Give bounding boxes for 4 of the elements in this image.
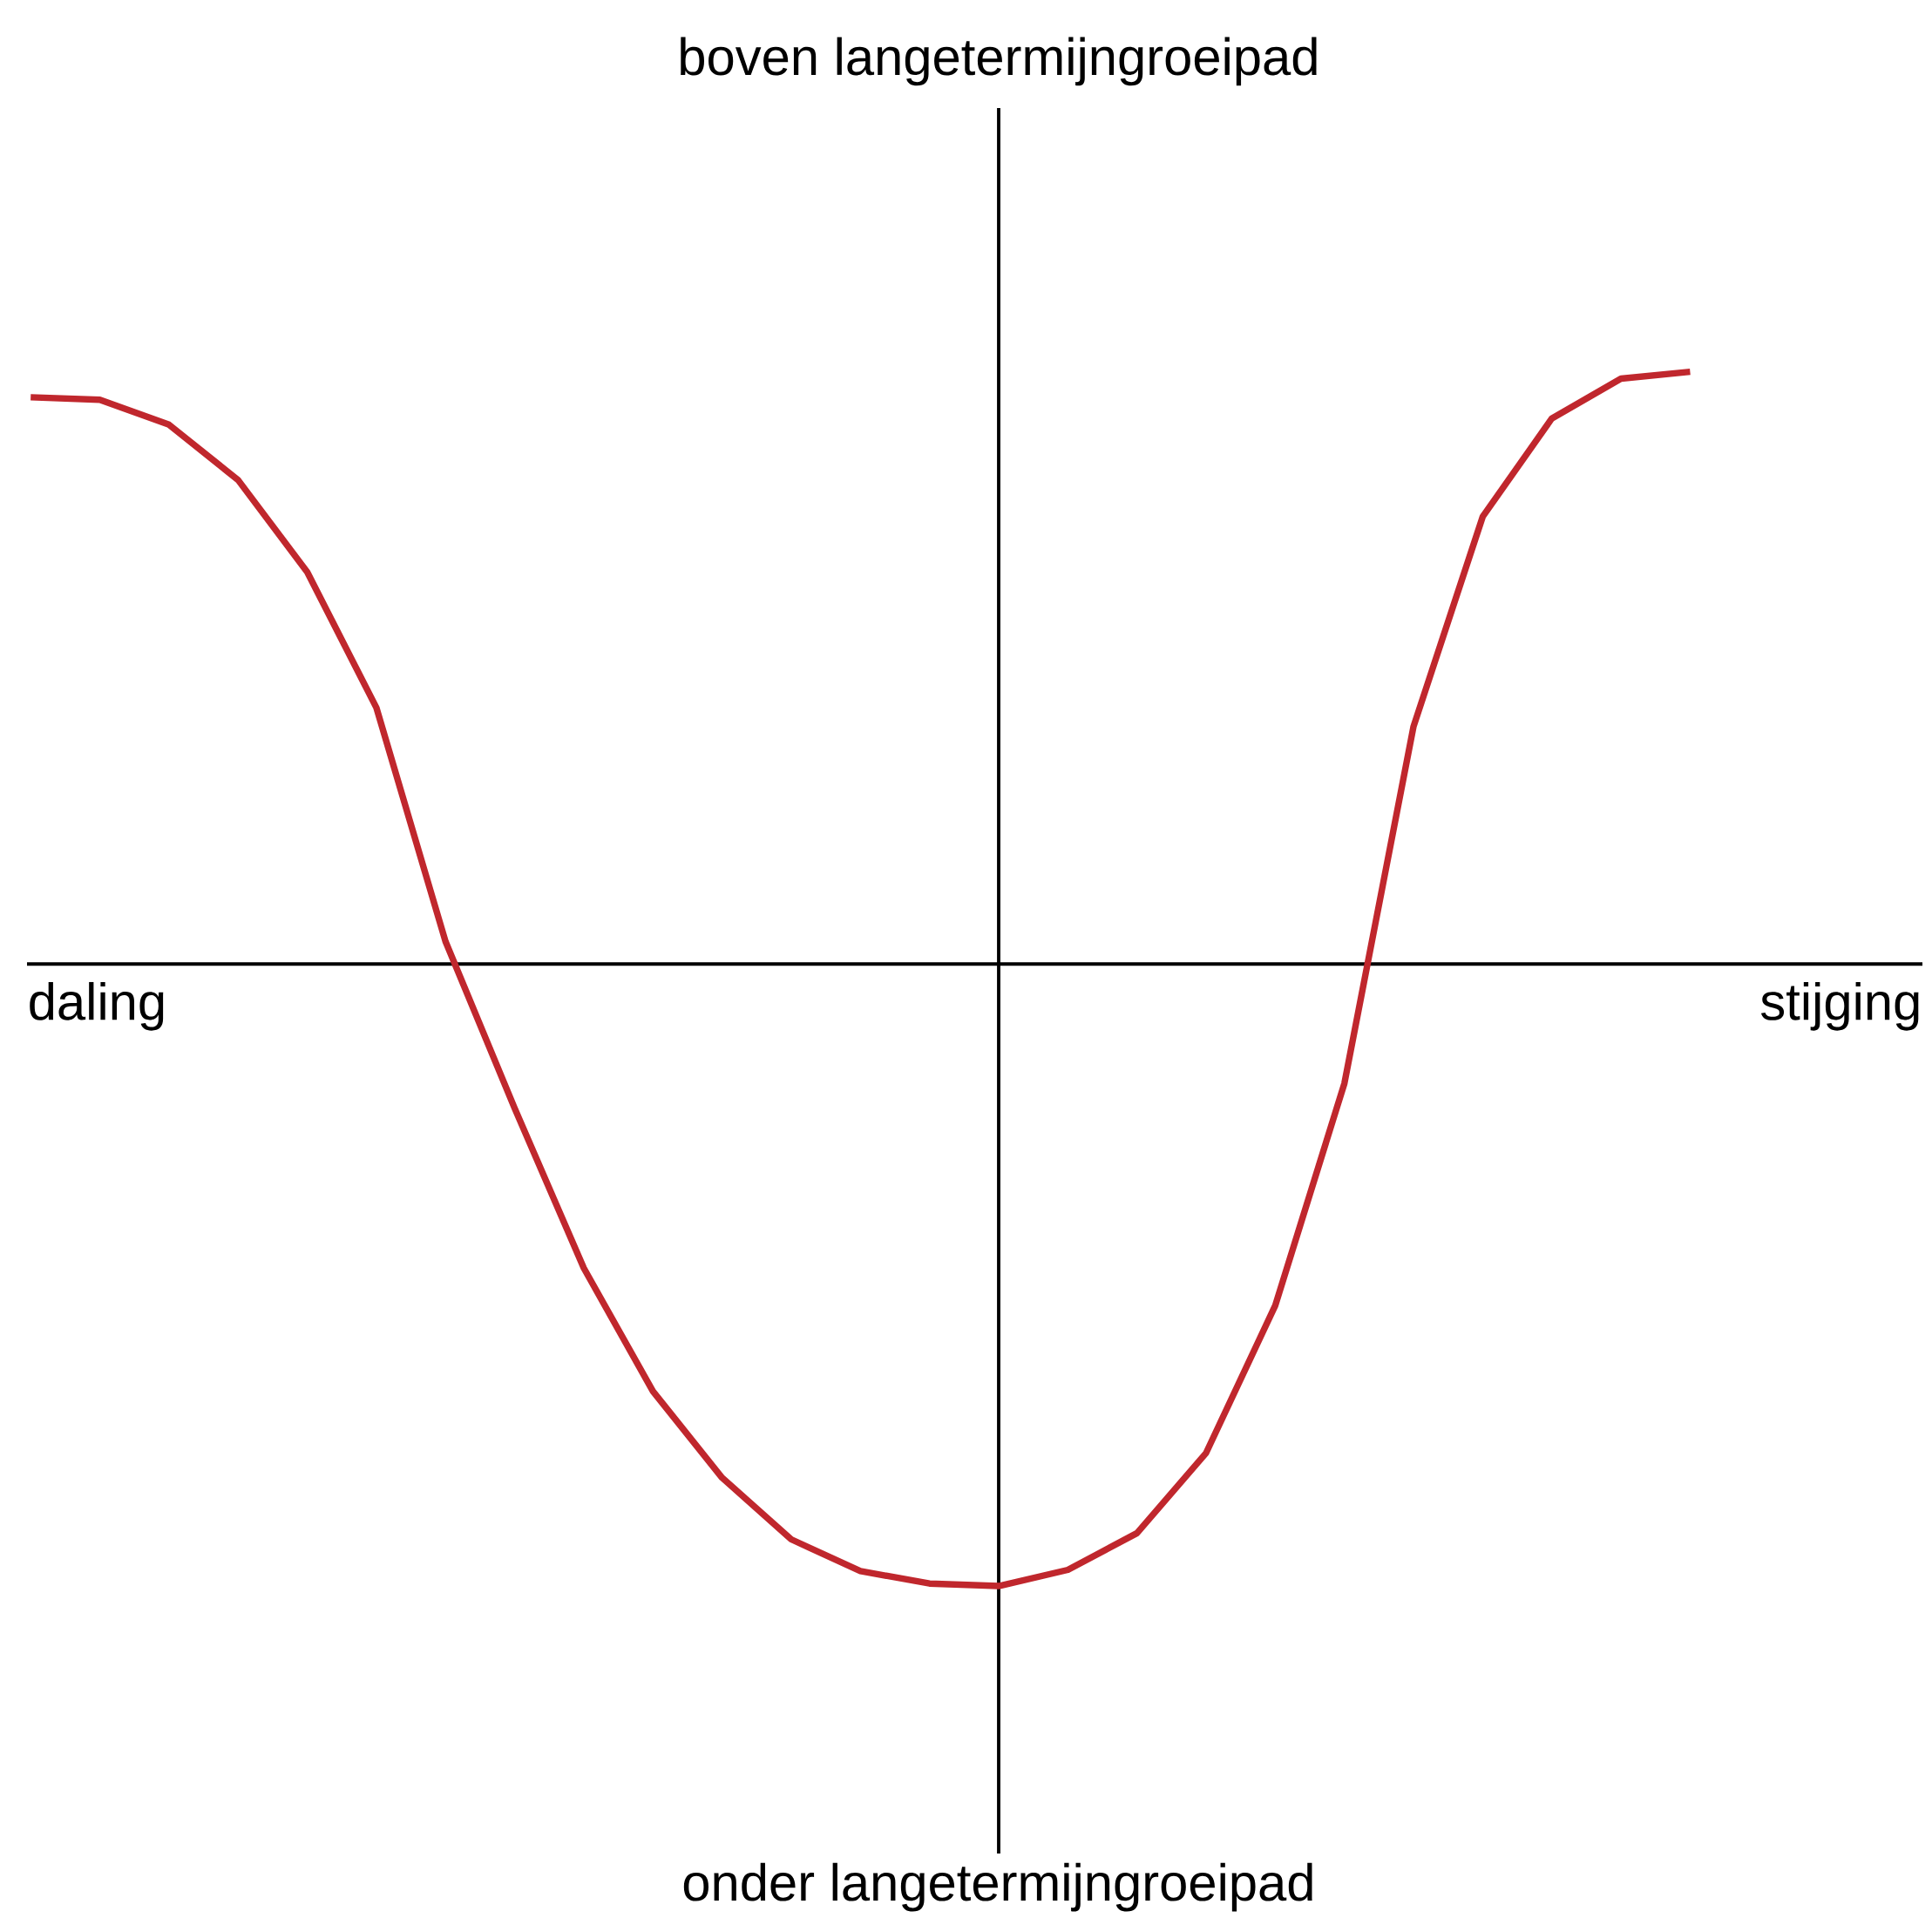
annotation: daling <box>30 981 164 1031</box>
text: stijging <box>1760 981 1919 1031</box>
text: boven langetermijngroeipad <box>681 37 1317 86</box>
text: onder langetermijngroeipad <box>683 1862 1312 1912</box>
